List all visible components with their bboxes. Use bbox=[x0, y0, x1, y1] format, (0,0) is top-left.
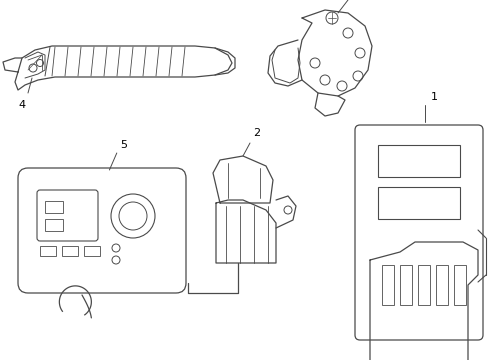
Bar bbox=[400, 265, 412, 305]
Bar bbox=[436, 265, 448, 305]
Text: 4: 4 bbox=[19, 100, 25, 110]
Bar bbox=[40, 246, 56, 256]
Text: 1: 1 bbox=[431, 92, 438, 102]
Bar bbox=[418, 265, 430, 305]
Bar bbox=[84, 246, 100, 256]
Bar bbox=[454, 265, 466, 305]
Bar bbox=[382, 265, 394, 305]
Text: 5: 5 bbox=[120, 140, 127, 150]
Bar bbox=[378, 187, 460, 219]
Bar bbox=[62, 246, 78, 256]
Bar bbox=[378, 145, 460, 177]
Text: 2: 2 bbox=[253, 128, 260, 138]
Bar bbox=[45, 201, 63, 213]
Bar bbox=[45, 219, 63, 231]
